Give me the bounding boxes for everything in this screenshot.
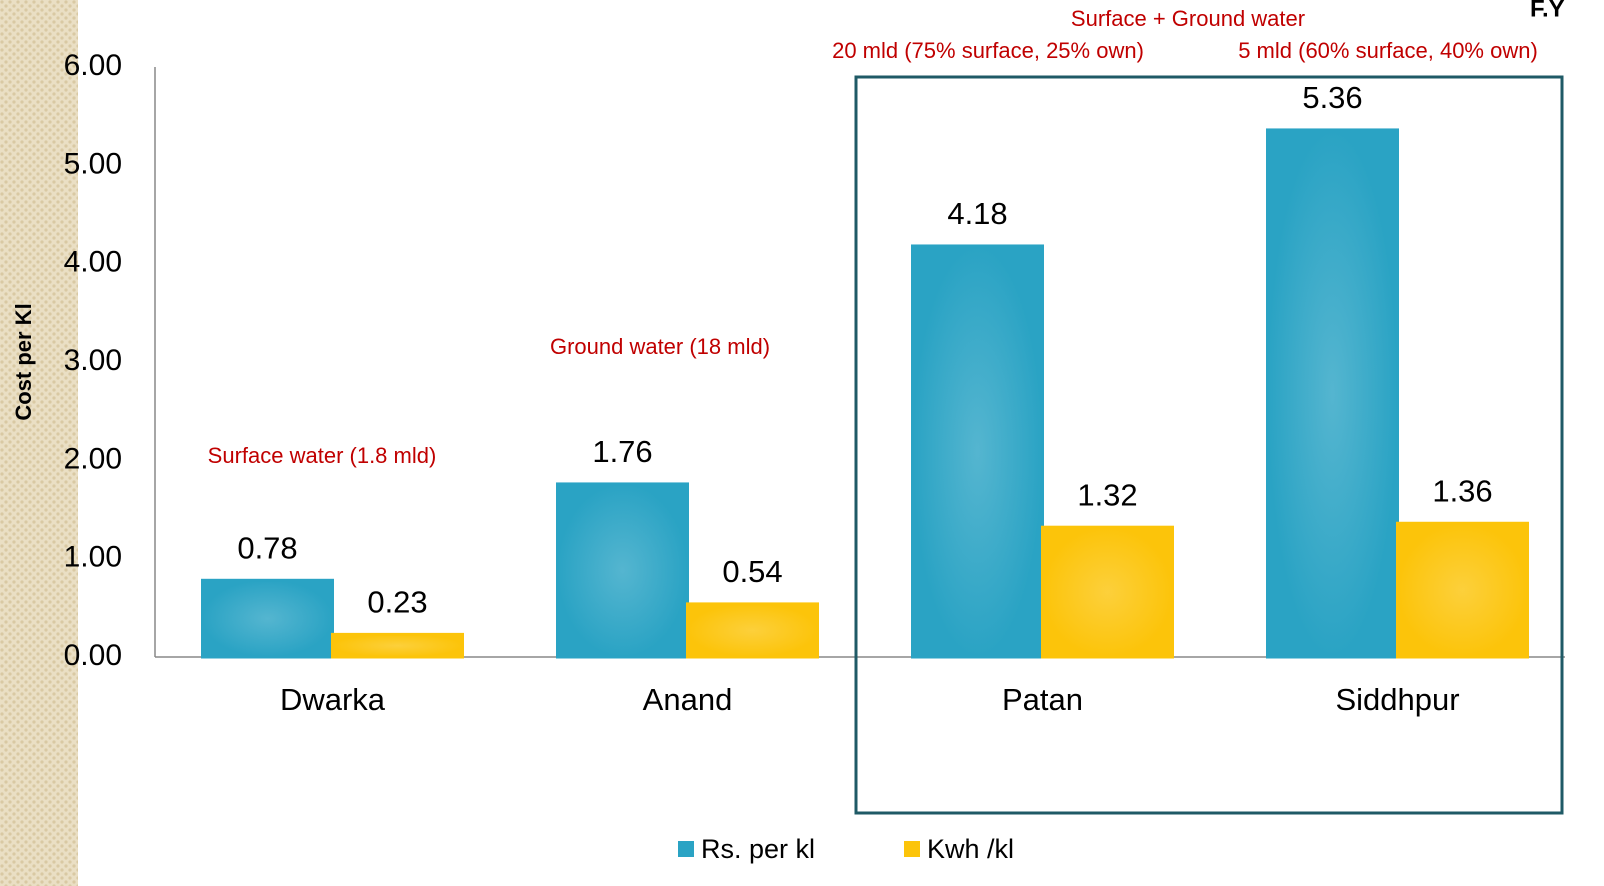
legend-label: Rs. per kl xyxy=(701,834,815,864)
annotation: Surface + Ground water xyxy=(1071,6,1305,31)
value-label: 0.54 xyxy=(722,554,782,589)
legend-swatch xyxy=(902,839,922,859)
side-strip xyxy=(0,0,78,886)
y-tick-label: 0.00 xyxy=(64,639,122,672)
legend-label: Kwh /kl xyxy=(927,834,1014,864)
value-label: 1.36 xyxy=(1432,473,1492,508)
bar xyxy=(1041,525,1174,659)
y-tick-label: 2.00 xyxy=(64,442,122,475)
x-tick-label: Anand xyxy=(643,682,733,717)
value-label: 0.78 xyxy=(237,530,297,565)
y-tick-label: 4.00 xyxy=(64,246,122,279)
value-label: 1.32 xyxy=(1077,477,1137,512)
bar xyxy=(911,244,1044,659)
value-label: 0.23 xyxy=(367,585,427,620)
bar xyxy=(556,482,689,659)
value-label: 1.76 xyxy=(592,434,652,469)
x-tick-label: Dwarka xyxy=(280,682,386,717)
bar xyxy=(1396,521,1529,659)
bar xyxy=(686,602,819,659)
y-tick-label: 1.00 xyxy=(64,541,122,574)
bar xyxy=(201,578,334,659)
y-axis-label: Cost per Kl xyxy=(11,303,36,420)
annotation: 5 mld (60% surface, 40% own) xyxy=(1238,38,1538,63)
value-label: 5.36 xyxy=(1302,80,1362,115)
annotation: Ground water (18 mld) xyxy=(550,334,770,359)
annotation: 20 mld (75% surface, 25% own) xyxy=(832,38,1144,63)
bar xyxy=(331,632,464,659)
x-tick-label: Siddhpur xyxy=(1335,682,1459,717)
corner-text: F.Y xyxy=(1530,0,1565,22)
bar xyxy=(1266,128,1399,659)
x-tick-label: Patan xyxy=(1002,682,1083,717)
annotation: Surface water (1.8 mld) xyxy=(208,443,437,468)
highlight-box xyxy=(854,75,1564,815)
value-label: 4.18 xyxy=(947,196,1007,231)
legend-swatch xyxy=(676,839,696,859)
y-tick-label: 5.00 xyxy=(64,147,122,180)
y-tick-label: 3.00 xyxy=(64,344,122,377)
y-tick-label: 6.00 xyxy=(64,49,122,82)
